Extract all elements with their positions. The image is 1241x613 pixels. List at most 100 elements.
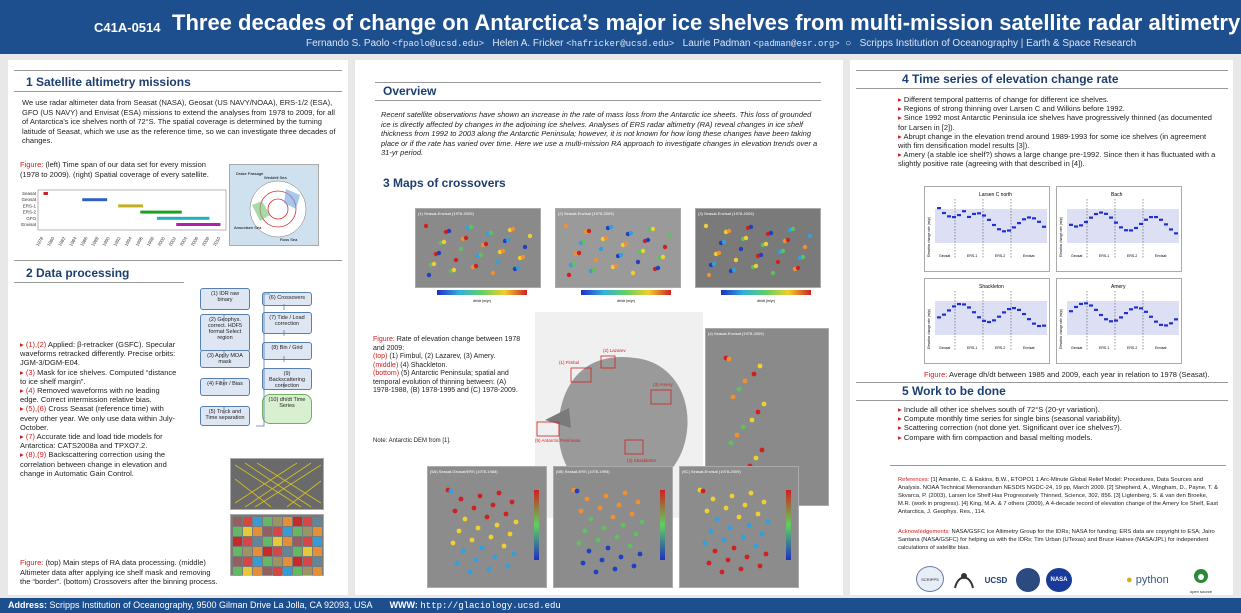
poster-footer: Address: Scripps Institution of Oceanogr…	[0, 598, 1241, 613]
map-label: Drake Passage	[236, 171, 264, 176]
map-label: Amundsen Sea	[234, 225, 262, 230]
section-5-bullets: ▸ Include all other ice shelves south of…	[898, 405, 1216, 442]
svg-text:ERS-2: ERS-2	[995, 254, 1005, 258]
svg-text:Envisat: Envisat	[1155, 346, 1167, 350]
svg-text:dh/dt (m/yr): dh/dt (m/yr)	[757, 299, 775, 303]
mission-label: ERS-2	[23, 210, 37, 215]
divider	[14, 260, 342, 261]
svg-text:Geosat: Geosat	[939, 346, 950, 350]
flow-step: (3) Apply MOA mask	[200, 350, 250, 368]
svg-text:(2) Lazarev: (2) Lazarev	[603, 348, 627, 353]
time-series-panel: Larsen C north Geosat ERS-1 ERS-2 Envisat Ele…	[924, 186, 1050, 272]
author-3: Laurie Padman	[682, 38, 751, 49]
section-4-bullets: ▸ Different temporal patterns of change …	[898, 95, 1216, 169]
peninsula-map: (5B) Seasat-ERS (1978-1995)	[553, 466, 673, 588]
author-2: Helen A. Fricker	[492, 38, 564, 49]
section-1-body: We use radar altimeter data from Seasat …	[22, 98, 336, 145]
svg-text:Geosat: Geosat	[1071, 254, 1082, 258]
year-label: 2002	[168, 236, 178, 246]
bullet-item: ▸ Scattering correction (not done yet. S…	[898, 423, 1122, 433]
section-4-heading: 4 Time series of elevation change rate	[902, 72, 1119, 86]
logo-row: SCRIPPS UCSD NASA ● python open source	[916, 566, 1226, 594]
binned-crossovers-image	[230, 514, 324, 576]
acknowledgements: Acknowledgements: NASA/GSFC Ice Altimetr…	[898, 529, 1215, 551]
ucsd-logo: UCSD	[984, 576, 1008, 585]
poster-header: C41A-0514 Three decades of change on Ant…	[0, 0, 1241, 54]
svg-text:ERS-2: ERS-2	[1127, 346, 1137, 350]
peninsula-map: (5C) Seasat-Envisat (1978-2009)	[679, 466, 799, 588]
dem-note: Note: Antarctic DEM from [1].	[373, 438, 451, 444]
svg-text:ERS-1: ERS-1	[967, 254, 977, 258]
svg-text:dh/dt (m/yr): dh/dt (m/yr)	[473, 299, 491, 303]
divider	[14, 91, 342, 92]
flow-step: (8) Bin / Grid	[262, 342, 312, 360]
time-series-panel: Shackleton Geosat ERS-1 ERS-2 Envisat Elevati…	[924, 278, 1050, 364]
poster-title: Three decades of change on Antarctica’s …	[172, 10, 1241, 35]
column-middle: Overview Recent satellite observations h…	[355, 60, 843, 595]
author-1-email[interactable]: <fpaolo@ucsd.edu>	[392, 39, 484, 49]
svg-text:dh/dt (m/yr): dh/dt (m/yr)	[617, 299, 635, 303]
section-2-bullets: ▸ (1),(2) Applied: β-retracker (GSFC). S…	[20, 340, 180, 478]
flow-step: (4) Filter / Bias	[200, 378, 250, 396]
bullet-item: ▸ (7) Accurate tide and load tide models…	[20, 432, 163, 451]
section-5-heading: 5 Work to be done	[902, 384, 1006, 398]
svg-text:Amery: Amery	[1111, 284, 1126, 290]
svg-text:Envisat: Envisat	[1155, 254, 1167, 258]
www-label: WWW:	[389, 600, 418, 610]
svg-text:Elevation change rate (m/yr): Elevation change rate (m/yr)	[927, 309, 931, 349]
year-label: 1988	[90, 236, 100, 246]
year-label: 1996	[135, 236, 145, 246]
ice-shelf-mask-image	[230, 458, 324, 510]
divider	[375, 82, 821, 83]
svg-text:Bach: Bach	[1111, 192, 1123, 198]
address: Scripps Institution of Oceanography, 950…	[49, 600, 373, 610]
mission-label: Envisat	[21, 222, 37, 227]
website-link[interactable]: http://glaciology.ucsd.edu	[420, 601, 561, 611]
colorbar: dh/dt (m/yr)	[437, 290, 527, 303]
bullet-item: ▸ (3) Mask for ice shelves. Computed “di…	[20, 367, 177, 386]
year-label: 1990	[101, 236, 111, 246]
mission-bar	[43, 192, 48, 195]
year-label: 1984	[68, 236, 78, 246]
mission-bar	[156, 216, 210, 220]
svg-text:(4) Shackleton: (4) Shackleton	[627, 458, 657, 463]
svg-text:Envisat: Envisat	[1023, 346, 1035, 350]
colorbar: dh/dt (m/yr)	[581, 290, 671, 303]
svg-text:Geosat: Geosat	[939, 254, 950, 258]
time-series-panel: Amery Geosat ERS-1 ERS-2 Envisat Elevation ch…	[1056, 278, 1182, 364]
mission-label: ERS-1	[23, 203, 37, 208]
divider	[856, 400, 1228, 401]
svg-text:(1) Fimbul: (1) Fimbul	[559, 360, 579, 365]
bullet-item: ▸ Compare with firn compaction and basal…	[898, 432, 1093, 442]
bullet-item: ▸ (5),(6) Cross Seasat (reference time) …	[20, 404, 175, 432]
references: References: [1] Amante, C. & Eakins, B.W…	[898, 477, 1219, 515]
author-2-email[interactable]: <hafricker@ucsd.edu>	[566, 39, 675, 49]
year-label: 2008	[201, 236, 211, 246]
bullet-item: ▸ Different temporal patterns of change …	[898, 95, 1109, 104]
divider	[856, 382, 1228, 383]
map-label: Weddell Sea	[264, 175, 287, 180]
bullet-item: ▸ Regions of strong thinning over Larsen…	[898, 104, 1125, 114]
year-label: 1978	[35, 236, 45, 246]
year-label: 1994	[124, 236, 134, 246]
colorbar: dh/dt (m/yr)	[721, 290, 811, 303]
mission-label: GFO	[26, 216, 36, 221]
author-3-email[interactable]: <padman@esr.org>	[753, 39, 840, 49]
mission-label: Geosat	[21, 197, 36, 202]
section-1-heading: 1 Satellite altimetry missions	[26, 75, 191, 89]
flow-step: (1) IDR raw binary	[200, 288, 250, 310]
globe-logo	[1016, 568, 1040, 592]
year-label: 1982	[57, 236, 67, 246]
affiliation: Scripps Institution of Oceanography | Ea…	[859, 38, 1137, 49]
column-right: 4 Time series of elevation change rate ▸…	[850, 60, 1233, 595]
svg-text:Envisat: Envisat	[1023, 254, 1035, 258]
mission-label: Seasat	[22, 191, 37, 196]
flow-step: (5) Track and Time separation	[200, 406, 250, 426]
section-3-heading: 3 Maps of crossovers	[383, 176, 506, 190]
svg-text:Larsen C north: Larsen C north	[979, 192, 1012, 198]
year-label: 1980	[46, 236, 56, 246]
nasa-logo: NASA	[1046, 568, 1072, 592]
bullet-item: ▸ Abrupt change in the elevation trend a…	[898, 131, 1207, 151]
time-series-panel: Bach Geosat ERS-1 ERS-2 Envisat Elevation cha…	[1056, 186, 1182, 272]
